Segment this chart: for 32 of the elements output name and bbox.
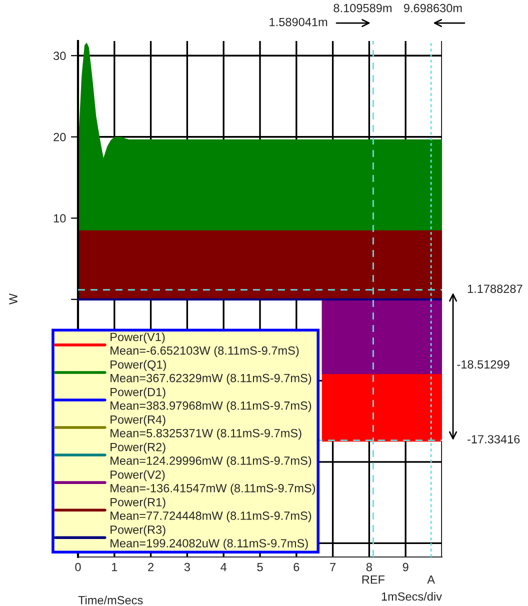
- legend-label: Power(Q1) Mean=367.62329mW (8.11mS-9.7mS): [110, 360, 312, 385]
- x-tick-label: 9: [402, 562, 408, 572]
- legend-label: Power(D1) Mean=383.97968mW (8.11mS-9.7mS): [110, 388, 312, 412]
- text: 1mSecs/div: [382, 592, 442, 601]
- x-axis-title: Time/mSecs: [78, 596, 143, 604]
- x-tick-label: 5: [257, 562, 263, 572]
- legend-label: Power(R4) Mean=5.8325371W (8.11mS-9.7mS): [110, 415, 302, 440]
- y-tick-label: 30: [54, 52, 66, 60]
- x-tick-label: 1: [112, 562, 118, 572]
- legend-label: Power(V2) Mean=-136.41547mW (8.11mS-9.7mS): [110, 470, 316, 495]
- legend-label: Power(R3) Mean=199.24082uW (8.11mS-9.7mS): [110, 525, 308, 550]
- x-tick-label: 2: [148, 562, 154, 572]
- ref-line-label: -17.33416: [468, 435, 520, 444]
- x-tick-label: 8: [366, 562, 372, 572]
- x-tick-label: 4: [220, 562, 227, 572]
- y-tick-label: 20: [54, 132, 66, 142]
- x-tick-label: 0: [75, 562, 81, 572]
- x-tick-label: 6: [294, 562, 300, 572]
- text: 1.589041m: [270, 18, 328, 26]
- legend-label: Power(V1) Mean=-6.652103W (8.11mS-9.7mS): [110, 332, 299, 358]
- y-tick-label: 10: [54, 214, 66, 223]
- text: 9.698630m: [404, 4, 462, 12]
- text: -18.51299: [457, 360, 510, 369]
- y-axis-title: W: [9, 293, 18, 305]
- ref-line-label: A: [427, 575, 435, 584]
- legend-label: Power(R2) Mean=124.29996mW (8.11mS-9.7mS): [110, 442, 312, 468]
- x-tick-label: 3: [184, 562, 190, 572]
- ref-line-label: REF: [362, 575, 385, 584]
- text: 8.109589m: [334, 4, 392, 12]
- legend-label: Power(R1) Mean=77.724448mW (8.11mS-9.7mS): [110, 498, 312, 522]
- ref-line-label: 1.1788287: [468, 284, 522, 293]
- x-tick-label: 7: [330, 562, 336, 572]
